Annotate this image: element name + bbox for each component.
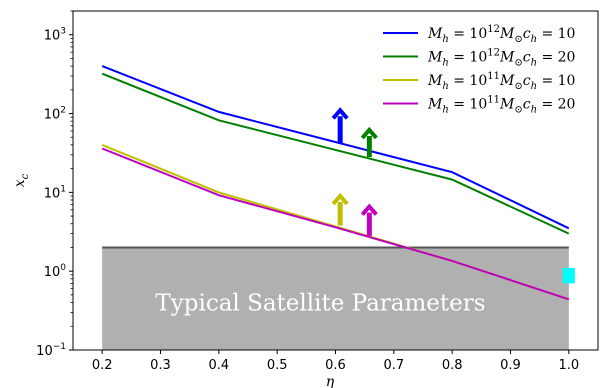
x-tick-label: 0.8 bbox=[442, 358, 463, 373]
x-tick-label: 0.2 bbox=[92, 358, 113, 373]
y-tick-label: 101 bbox=[44, 184, 66, 201]
legend-entry-1: Mh = 1012M⊙ch = 10 bbox=[383, 24, 575, 45]
x-tick-label: 1.0 bbox=[558, 358, 579, 373]
legend-label: Mh = 1012M⊙ch = 10 bbox=[427, 24, 575, 45]
y-axis-label-text: xc bbox=[12, 173, 31, 187]
series-line-2 bbox=[101, 72, 570, 235]
y-tick-label: 100 bbox=[44, 263, 67, 280]
x-tick-label: 0.6 bbox=[325, 358, 346, 373]
series-line-4 bbox=[101, 147, 570, 301]
band-label: Typical Satellite Parameters bbox=[155, 291, 485, 317]
x-axis-label: η bbox=[326, 374, 335, 388]
legend-label: Mh = 1011M⊙ch = 20 bbox=[427, 95, 575, 116]
cyan-marker bbox=[562, 267, 575, 284]
legend-entry-4: Mh = 1011M⊙ch = 20 bbox=[383, 95, 575, 116]
arrow-head-4 bbox=[360, 203, 378, 216]
series-line-1 bbox=[101, 65, 570, 230]
x-tick-label: 0.3 bbox=[150, 358, 171, 373]
y-tick-label: 102 bbox=[44, 106, 66, 123]
legend-entry-3: Mh = 1011M⊙ch = 10 bbox=[383, 71, 575, 92]
legend-entry-2: Mh = 1012M⊙ch = 20 bbox=[383, 48, 575, 69]
legend-label: Mh = 1012M⊙ch = 20 bbox=[427, 48, 575, 69]
arrow-head-3 bbox=[331, 192, 349, 206]
x-tick-label: 0.9 bbox=[500, 358, 521, 373]
x-tick-label: 0.4 bbox=[208, 358, 229, 373]
x-tick-label: 0.7 bbox=[383, 358, 404, 373]
legend-label: Mh = 1011M⊙ch = 10 bbox=[427, 71, 575, 92]
arrow-head-2 bbox=[360, 126, 378, 140]
y-tick-label: 103 bbox=[44, 27, 66, 44]
plot-area: Typical Satellite Parameters bbox=[101, 65, 575, 350]
y-tick-label: 10−1 bbox=[36, 342, 66, 359]
axis-ticks: 0.2 0.3 0.4 0.5 0.6 0.7 0.8 0.9 1.0 10−1 100 101 102… bbox=[36, 10, 579, 373]
y-axis-label: xc bbox=[12, 173, 31, 187]
arrow-head-1 bbox=[331, 107, 349, 120]
parameter-band bbox=[102, 247, 569, 350]
x-tick-label: 0.5 bbox=[267, 358, 288, 373]
